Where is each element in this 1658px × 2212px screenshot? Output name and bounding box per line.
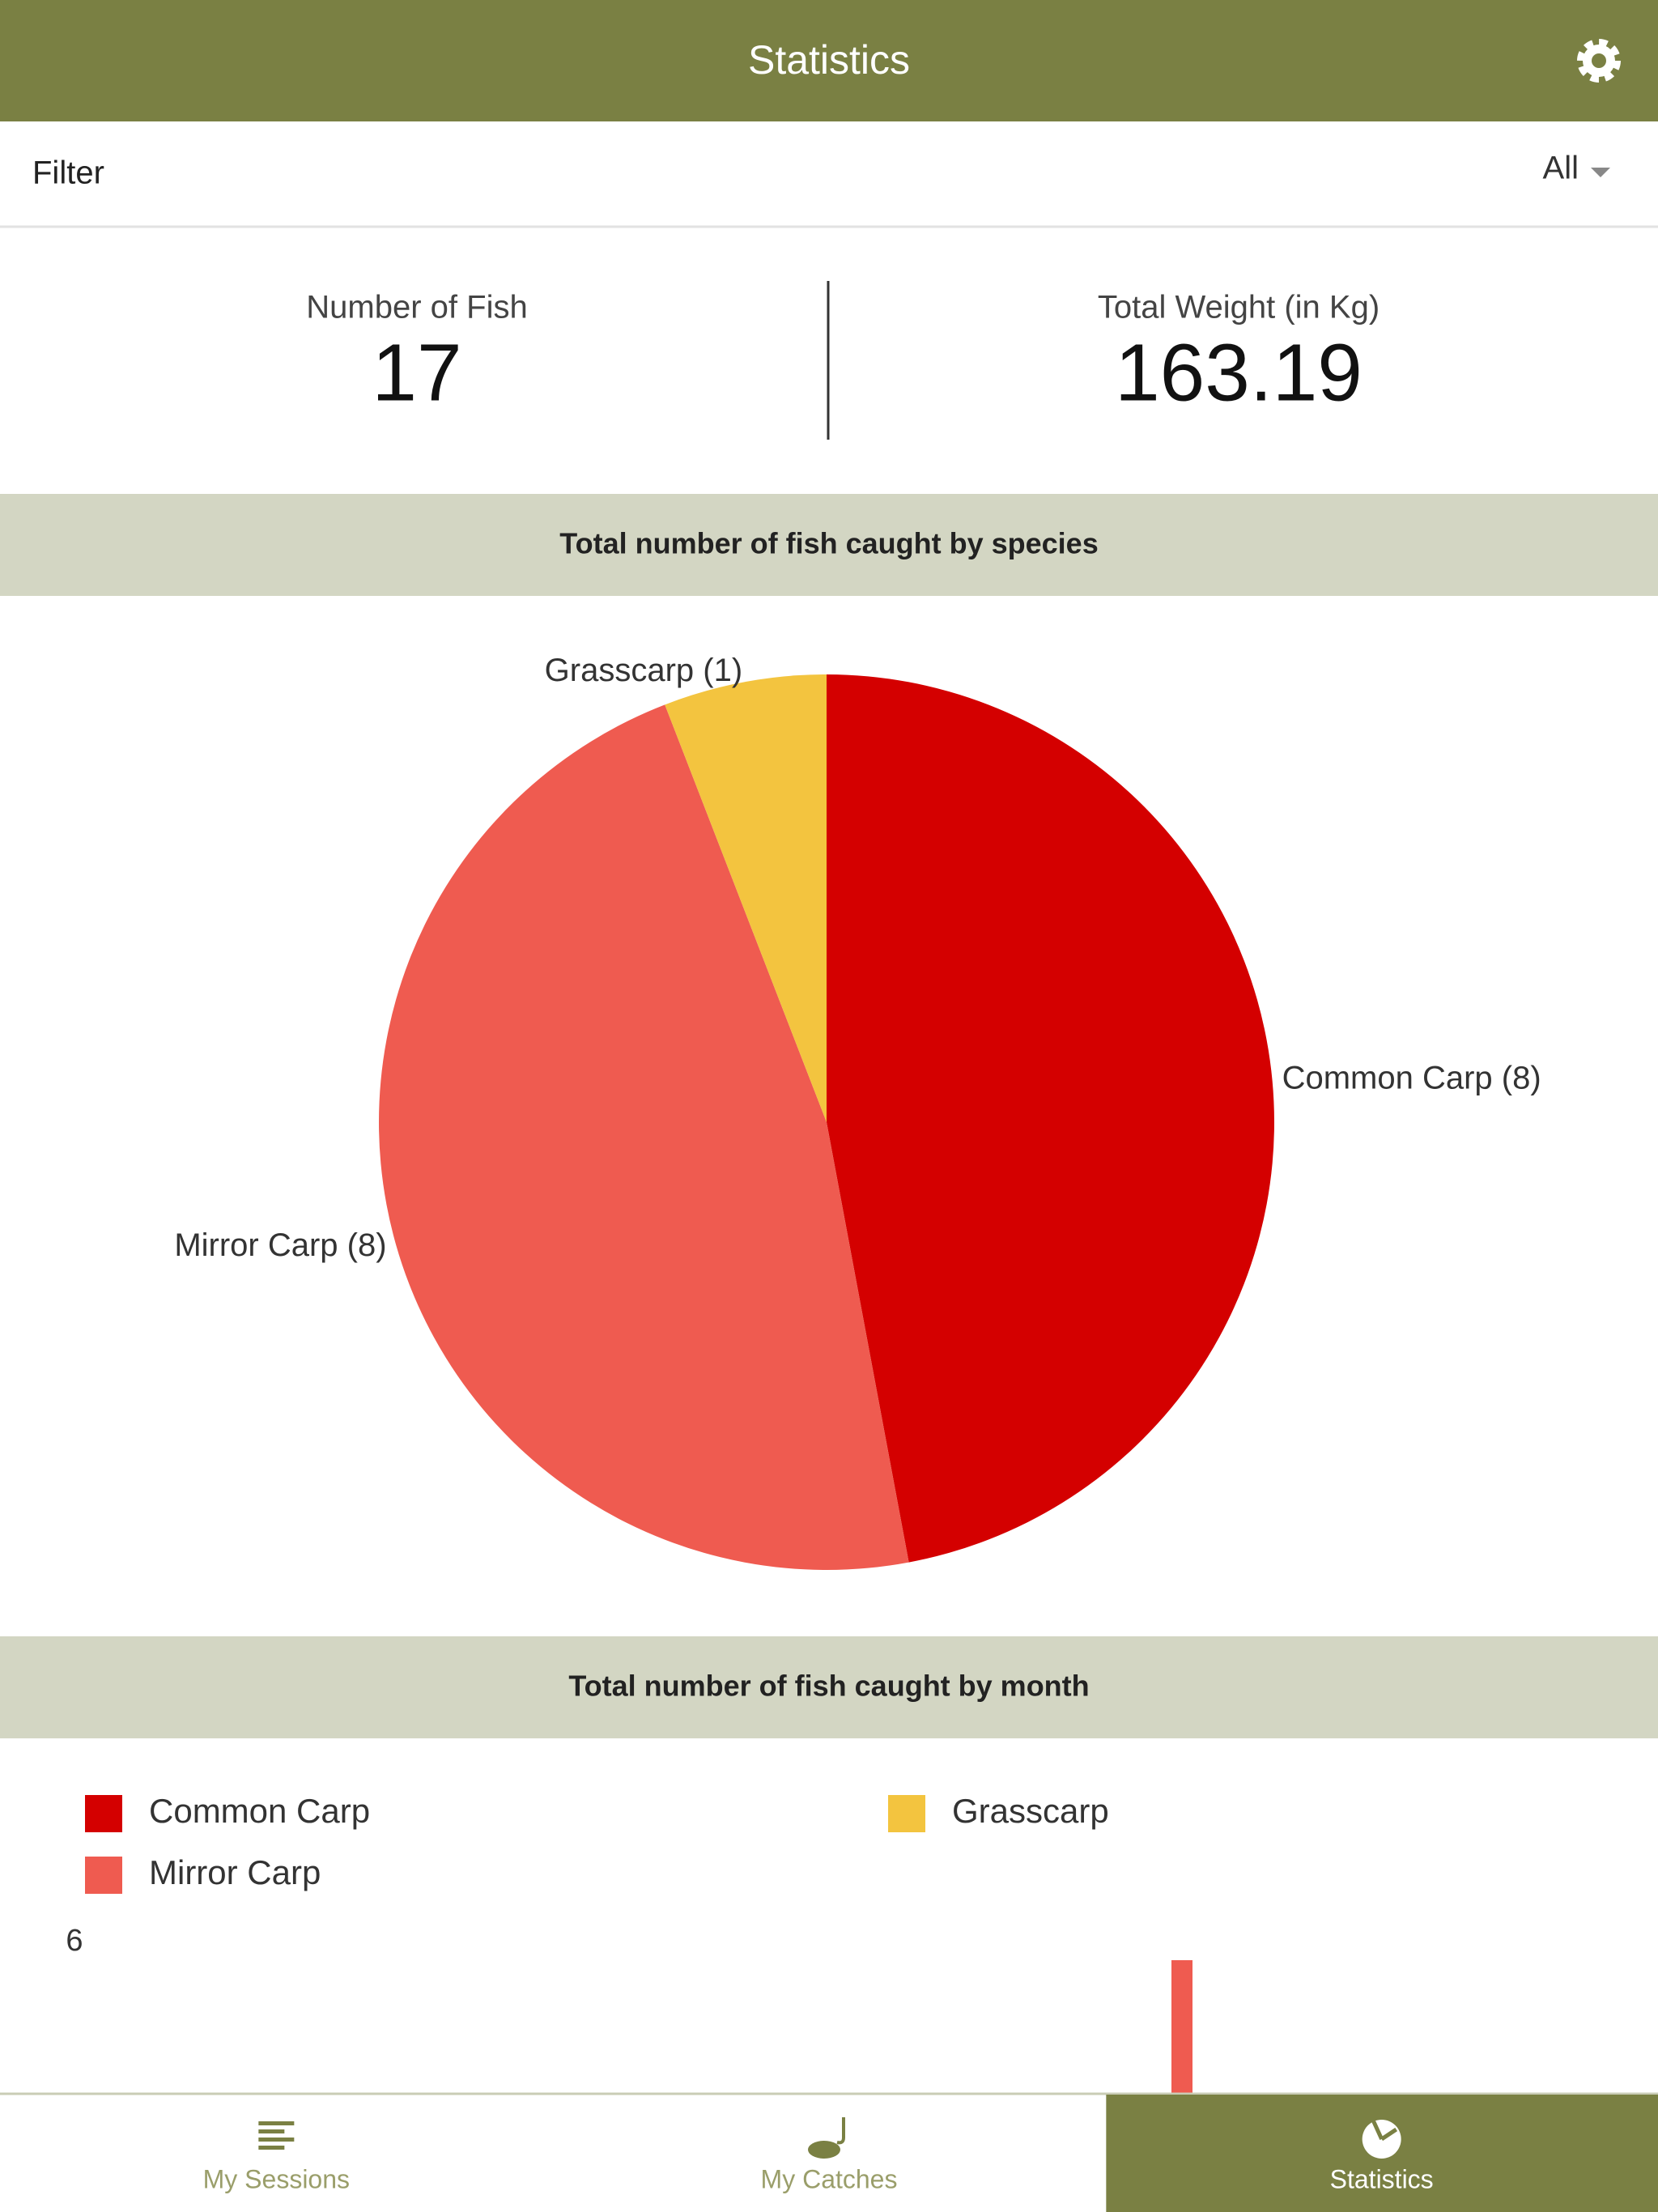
pie-slice <box>665 674 827 1122</box>
pie-slice <box>827 674 1274 1563</box>
icon-line <box>258 2129 285 2133</box>
dropdown-arrow <box>1591 168 1610 177</box>
settings-button[interactable] <box>1577 39 1621 83</box>
icon-line <box>258 2121 295 2125</box>
legend-swatch <box>888 1795 925 1832</box>
nav-tab[interactable]: My Sessions <box>203 2121 350 2193</box>
icon-line <box>258 2138 295 2142</box>
icon-fish <box>808 2141 840 2159</box>
legend-item[interactable]: Grasscarp <box>888 1792 1109 1832</box>
plot-area <box>1171 1960 1192 2093</box>
fish-count-label: Number of Fish <box>306 290 527 325</box>
icon-hook <box>836 2117 845 2145</box>
nav-tab[interactable]: Statistics <box>1106 2095 1658 2212</box>
filter-select[interactable]: All <box>1543 151 1610 186</box>
app-bar <box>0 0 1658 121</box>
section-title: Total number of fish caught by species <box>559 527 1098 560</box>
pie-chart: Common Carp (8) Mirror Carp (8) Grasscarp … <box>174 653 1541 1571</box>
slice-label: Common Carp (8) <box>1282 1060 1541 1095</box>
legend-item[interactable]: Mirror Carp <box>85 1853 321 1894</box>
legend-label: Grasscarp <box>952 1792 1109 1830</box>
legend-label: Common Carp <box>149 1792 370 1830</box>
bar <box>1171 1960 1192 2093</box>
weight-label: Total Weight (in Kg) <box>1098 290 1380 325</box>
icon-line <box>258 2146 285 2150</box>
tab-label: Statistics <box>1330 2164 1434 2193</box>
y-tick-label: 6 <box>66 1924 83 1958</box>
slice-label: Mirror Carp (8) <box>174 1227 386 1263</box>
fish-count: 17 <box>372 327 461 418</box>
page-title: Statistics <box>748 37 910 83</box>
legend-label: Mirror Carp <box>149 1853 321 1891</box>
total-weight: 163.19 <box>1115 327 1363 418</box>
bar-chart: Common Carp Mirror Carp Grasscarp 6 <box>66 1792 1192 2093</box>
filter-label: Filter <box>32 155 104 191</box>
tab-bar: My Sessions My Catches Statistics <box>203 2095 1658 2212</box>
filter-row <box>0 121 1658 227</box>
section-title: Total number of fish caught by month <box>568 1670 1089 1703</box>
tab-label: My Catches <box>761 2164 898 2193</box>
section-header <box>0 1636 1658 1738</box>
legend-swatch <box>85 1795 122 1832</box>
section-header <box>0 494 1658 596</box>
pie-slice <box>378 704 909 1571</box>
slice-label: Grasscarp (1) <box>545 653 743 688</box>
legend-swatch <box>85 1857 122 1894</box>
legend-item[interactable]: Common Carp <box>85 1792 370 1832</box>
nav-tab[interactable]: My Catches <box>761 2117 898 2193</box>
tab-label: My Sessions <box>203 2164 350 2193</box>
icon-cut <box>1371 2120 1398 2142</box>
filter-value: All <box>1543 151 1579 186</box>
